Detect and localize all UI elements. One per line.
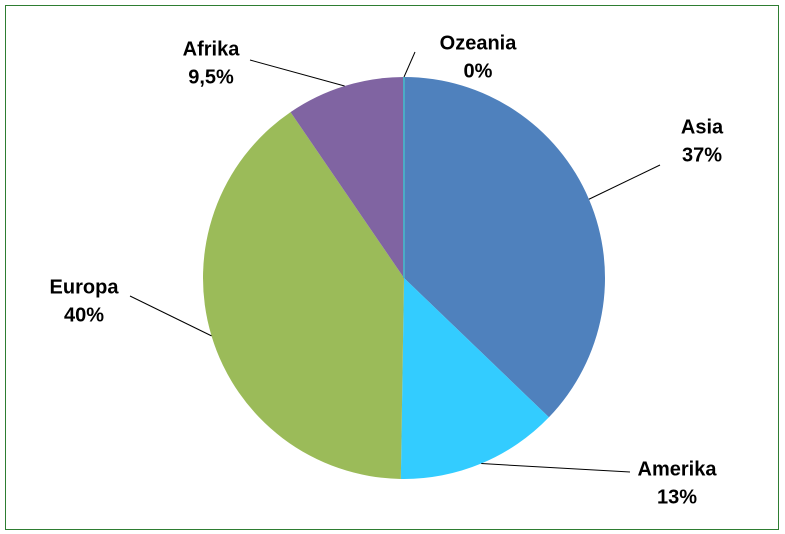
slice-label-value: 40% xyxy=(64,304,104,326)
pie-slice xyxy=(404,77,605,418)
slice-label-name: Ozeania xyxy=(440,32,518,54)
leader-line xyxy=(129,295,212,337)
slice-label-value: 13% xyxy=(657,486,697,508)
slice-label-value: 0% xyxy=(464,60,493,82)
slice-label-name: Amerika xyxy=(638,458,718,480)
slice-label-name: Europa xyxy=(50,276,120,298)
slice-label-value: 37% xyxy=(682,144,722,166)
leader-line xyxy=(481,463,631,473)
leader-line xyxy=(588,164,661,200)
pie-slice xyxy=(290,77,404,278)
slice-label-value: 9,5% xyxy=(188,66,234,88)
slice-label-name: Afrika xyxy=(183,38,241,60)
leader-line xyxy=(249,59,345,87)
slice-label-name: Asia xyxy=(681,116,724,138)
leader-line xyxy=(403,51,416,78)
pie-slice xyxy=(203,112,404,479)
pie-slice xyxy=(400,278,549,479)
